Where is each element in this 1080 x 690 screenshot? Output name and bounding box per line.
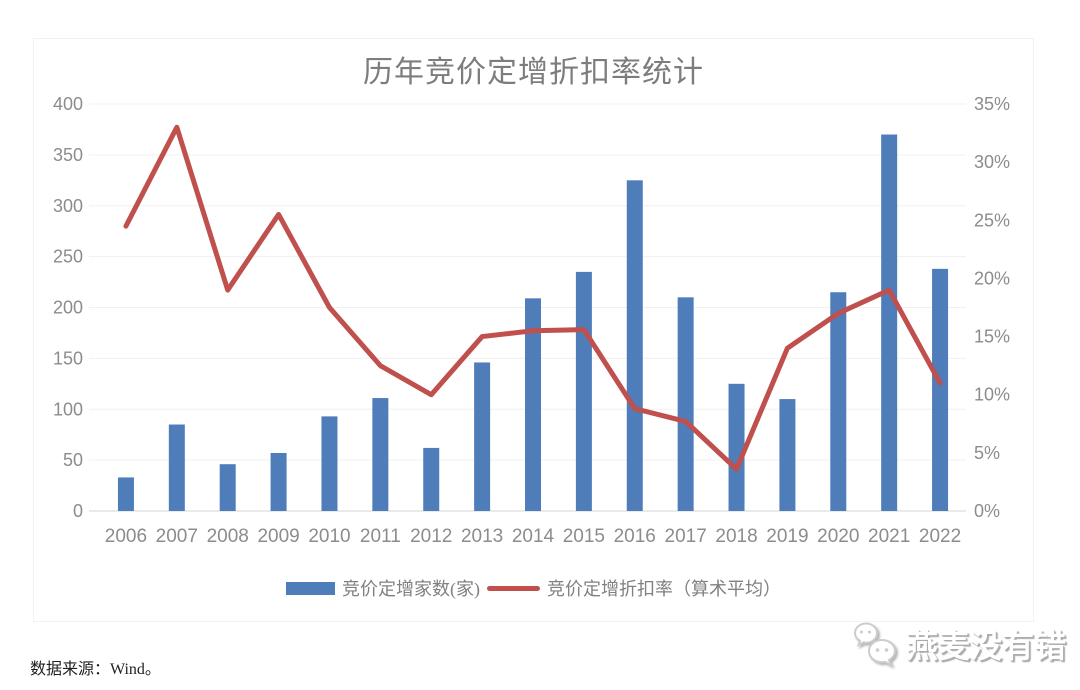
left-axis-tick: 300: [53, 196, 83, 216]
x-label-2022: 2022: [919, 526, 961, 547]
x-label-2021: 2021: [868, 526, 910, 547]
left-axis-tick: 350: [53, 145, 83, 165]
x-label-2011: 2011: [360, 526, 401, 547]
left-axis-tick: 400: [53, 94, 83, 114]
bar-2010: [321, 416, 338, 511]
data-source-note: 数据来源：Wind。: [30, 661, 161, 678]
left-axis-tick: 100: [53, 399, 83, 419]
left-axis-tick: 200: [53, 298, 83, 318]
chart-title: 历年竞价定增折扣率统计: [363, 56, 704, 89]
bar-2014: [525, 298, 541, 511]
left-axis-tick: 0: [73, 501, 83, 521]
left-axis-tick: 250: [53, 247, 83, 267]
bar-2008: [219, 464, 236, 511]
bar-2006: [117, 477, 134, 511]
wechat-bubbles-icon: [853, 622, 897, 667]
x-label-2008: 2008: [207, 526, 249, 547]
legend-line-label: 竞价定增折扣率（算术平均）: [547, 579, 781, 599]
x-label-2018: 2018: [715, 526, 757, 547]
bar-2018: [728, 383, 745, 511]
x-label-2020: 2020: [817, 526, 859, 547]
x-label-2006: 2006: [105, 526, 147, 547]
left-axis-tick: 50: [63, 450, 83, 470]
x-label-2019: 2019: [766, 526, 808, 547]
bar-2017: [677, 297, 694, 511]
bar-2007: [168, 424, 185, 511]
bar-2022: [932, 268, 949, 511]
legend-bar-swatch: [286, 581, 335, 595]
bar-2013: [474, 362, 491, 511]
bar-2012: [423, 447, 440, 511]
bar-2016: [626, 180, 643, 511]
right-axis-tick: 5%: [974, 443, 1000, 463]
x-label-2013: 2013: [461, 526, 503, 547]
chart-legend: 竞价定增家数(家) 竞价定增折扣率（算术平均）: [34, 575, 1033, 601]
right-axis-tick: 0%: [974, 501, 1000, 521]
bar-2011: [372, 398, 389, 511]
x-label-2010: 2010: [308, 526, 350, 547]
x-label-2017: 2017: [665, 526, 707, 547]
left-axis-tick: 150: [53, 348, 83, 368]
x-label-2009: 2009: [257, 526, 299, 547]
chart-container: 历年竞价定增折扣率统计 0 50 100 150 200 250 300 350 400 0% 5%…: [33, 38, 1034, 622]
x-label-2014: 2014: [512, 526, 555, 547]
bar-2019: [779, 399, 796, 511]
watermark: 燕麦没有错: [852, 613, 1080, 675]
combo-chart-plot: 0 50 100 150 200 250 300 350 400 0% 5% 10% 15% 20% 25%…: [53, 94, 1010, 547]
right-axis-tick: 35%: [974, 94, 1010, 114]
legend-bar-label: 竞价定增家数(家): [342, 579, 480, 599]
bar-2020: [830, 292, 847, 511]
discount-rate-line: [123, 124, 943, 472]
x-label-2015: 2015: [563, 526, 605, 547]
right-axis-tick: 15%: [974, 327, 1010, 347]
x-label-2016: 2016: [614, 526, 656, 547]
bar-2009: [270, 453, 287, 511]
right-axis-tick: 30%: [974, 152, 1010, 172]
watermark-text: 燕麦没有错: [906, 628, 1067, 664]
right-axis-tick: 25%: [974, 210, 1010, 230]
x-label-2007: 2007: [156, 526, 198, 547]
legend-line-swatch: [487, 585, 540, 591]
right-axis-tick: 20%: [974, 268, 1010, 288]
bar-2015: [575, 271, 592, 511]
bar-2021: [881, 134, 898, 511]
x-label-2012: 2012: [410, 526, 452, 547]
right-axis-tick: 10%: [974, 385, 1010, 405]
